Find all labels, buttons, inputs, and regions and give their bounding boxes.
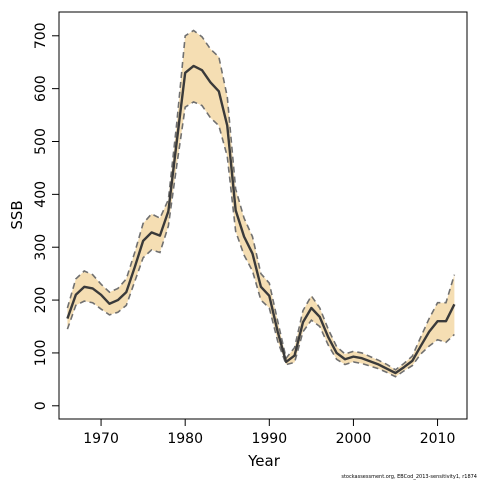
- x-tick-label: 2010: [420, 431, 456, 447]
- x-tick-label: 2000: [336, 431, 372, 447]
- x-tick-label: 1980: [167, 431, 203, 447]
- x-tick-label: 1990: [251, 431, 287, 447]
- x-tick-label: 1970: [83, 431, 119, 447]
- y-tick-label: 100: [33, 340, 49, 367]
- y-tick-label: 700: [33, 22, 49, 49]
- ssb-estimate-line: [66, 64, 456, 375]
- y-tick-label: 600: [33, 75, 49, 102]
- confidence-band: [67, 30, 455, 377]
- plot-frame: [58, 11, 468, 420]
- footnote: stockassessment.org, EBCod_2013-sensitiv…: [341, 474, 477, 480]
- y-tick-label: 500: [33, 128, 49, 155]
- y-axis-title: SSB: [8, 200, 26, 229]
- y-tick-label: 0: [33, 401, 49, 410]
- lower-bound-line: [66, 100, 455, 378]
- chart-marks: [66, 29, 456, 378]
- y-tick-label: 200: [33, 287, 49, 314]
- x-axis-title: Year: [247, 452, 281, 470]
- y-tick-label: 300: [33, 234, 49, 261]
- y-axis: 0 100 200 300 400 500 600 700: [33, 22, 59, 410]
- x-axis: 1970 1980 1990 2000 2010: [83, 419, 455, 447]
- upper-bound-line: [66, 29, 456, 371]
- y-tick-label: 400: [33, 181, 49, 208]
